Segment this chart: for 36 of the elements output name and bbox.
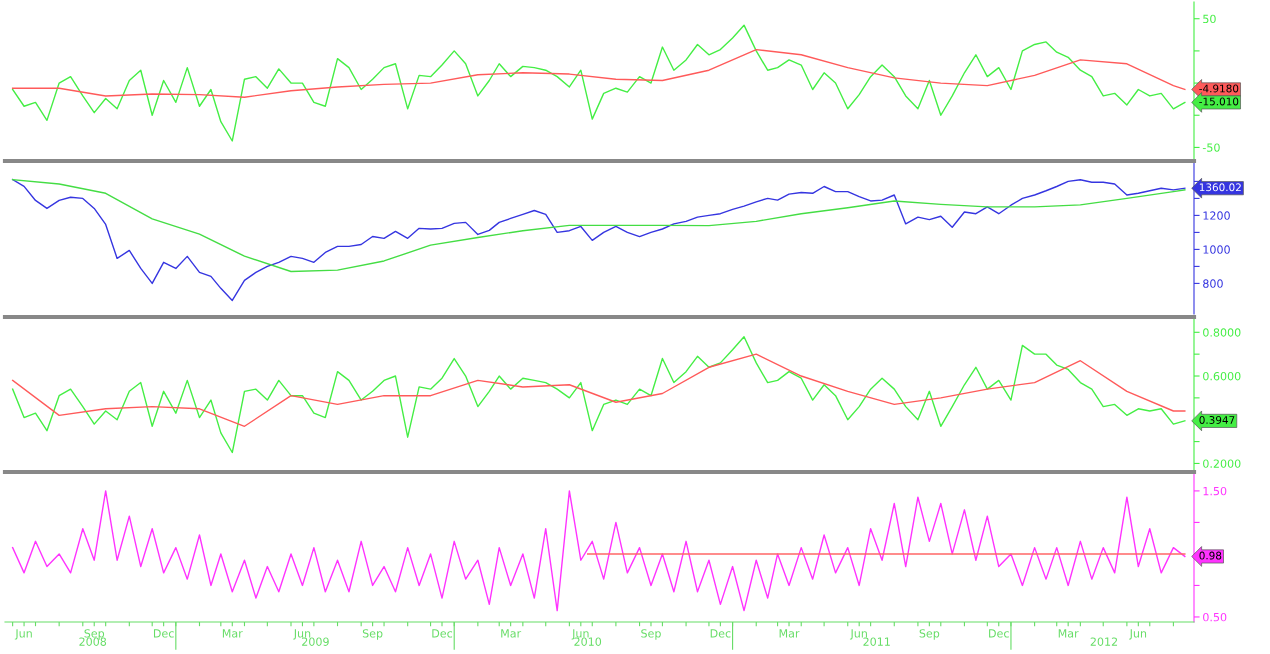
line-series (11, 179, 1186, 273)
annotation: 1360.02 (1199, 183, 1241, 192)
annotation: 0.3947 (1199, 416, 1235, 424)
x-tick-label: Dec (432, 629, 453, 638)
x-tick-label: Dec (710, 629, 731, 638)
y-tick-label: 1000 (1203, 245, 1230, 254)
line-series (11, 178, 1186, 302)
line-series (11, 24, 1186, 142)
x-tick-label: Mar (501, 629, 522, 638)
y-tick-label: 0.6000 (1203, 371, 1241, 381)
y-tick-label: 0.8000 (1203, 328, 1241, 337)
x-tick-label: Mar (222, 629, 243, 638)
x2-tick-label: 2012 (1090, 637, 1118, 646)
x-tick-label: Mar (779, 629, 800, 638)
line-series (11, 353, 1186, 427)
y-tick-label: 1.50 (1203, 486, 1227, 496)
y-tick-label: 0.50 (1203, 612, 1227, 622)
annotation: 0.98 (1199, 551, 1222, 560)
y-tick-label: 50 (1203, 14, 1216, 24)
annotation: -4.9180 (1199, 84, 1239, 93)
x-tick-label: Sep (919, 629, 940, 640)
x-tick-label: Dec (989, 629, 1009, 638)
x-tick-label: Sep (362, 629, 383, 640)
annotation: -15.010 (1199, 97, 1239, 106)
x-tick-label: Sep (641, 629, 661, 640)
x-tick-label: Dec (153, 629, 174, 638)
y-tick-label: 0.2000 (1203, 459, 1241, 468)
line-series (11, 335, 1186, 454)
x-tick-label: Mar (1058, 629, 1079, 638)
y-tick-label: -50 (1202, 143, 1220, 152)
y-tick-label: 1200 (1203, 211, 1230, 220)
line-series (11, 490, 1186, 612)
x-tick-label: Jun (14, 629, 32, 640)
line-series (11, 48, 1186, 98)
y-tick-label: 800 (1203, 279, 1223, 288)
x-tick-label: Jun (1129, 629, 1147, 640)
